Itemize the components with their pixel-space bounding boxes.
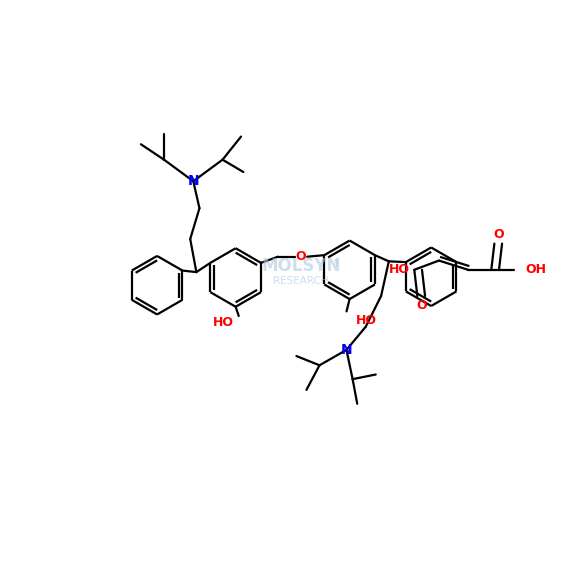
Text: OH: OH [525,263,546,276]
Text: HO: HO [356,314,377,327]
Text: HO: HO [389,263,409,276]
Text: RESEARCH: RESEARCH [273,276,329,287]
Text: N: N [340,343,352,357]
Text: O: O [416,299,427,311]
Text: O: O [494,228,504,241]
Text: N: N [187,174,199,188]
Text: ®: ® [332,259,340,268]
Text: MOLSYN: MOLSYN [262,257,341,275]
Text: O: O [296,250,306,263]
Text: HO: HO [213,316,234,329]
